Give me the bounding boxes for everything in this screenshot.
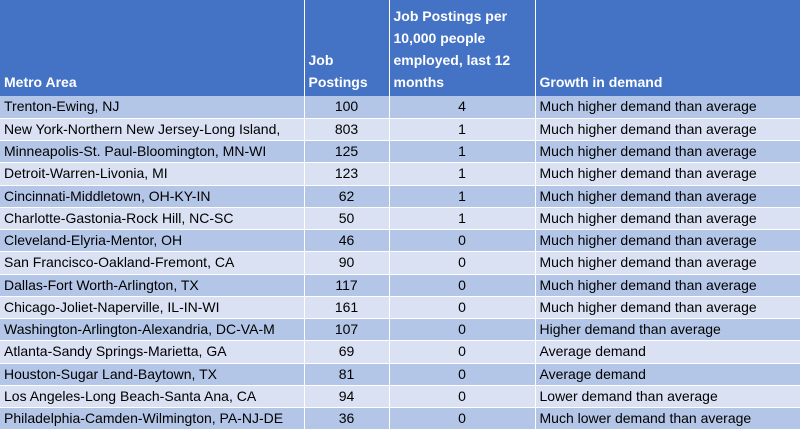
growth-in-demand-cell: Much higher demand than average — [535, 185, 800, 208]
growth-in-demand-cell: Higher demand than average — [535, 318, 800, 342]
growth-in-demand-cell: Average demand — [535, 363, 800, 386]
growth-in-demand-cell: Much higher demand than average — [535, 296, 800, 320]
job-postings-cell: 50 — [304, 207, 390, 231]
table-row: Dallas-Fort Worth-Arlington, TX 117 0 Much … — [0, 274, 800, 297]
table-row: Trenton-Ewing, NJ 100 4 Much higher demand … — [0, 96, 800, 119]
postings-per-10000-cell: 0 — [389, 251, 536, 275]
postings-per-10000-cell: 0 — [389, 296, 536, 320]
metro-area-cell: Philadelphia-Camden-Wilmington, PA-NJ-DE — [0, 407, 305, 430]
metro-area-cell: Chicago-Joliet-Naperville, IL-IN-WI — [0, 296, 305, 320]
postings-per-10000-cell: 4 — [389, 96, 536, 119]
header-postings-per-10000: Job Postings per 10,000 people employed,… — [389, 0, 536, 96]
job-postings-cell: 90 — [304, 251, 390, 275]
growth-in-demand-cell: Much higher demand than average — [535, 251, 800, 275]
growth-in-demand-cell: Much higher demand than average — [535, 118, 800, 142]
job-postings-cell: 69 — [304, 340, 390, 364]
postings-per-10000-cell: 1 — [389, 118, 536, 142]
job-postings-cell: 81 — [304, 363, 390, 386]
header-growth-in-demand: Growth in demand — [535, 0, 800, 96]
table-row: Detroit-Warren-Livonia, MI 123 1 Much highe… — [0, 162, 800, 186]
growth-in-demand-cell: Much higher demand than average — [535, 207, 800, 231]
job-postings-cell: 123 — [304, 162, 390, 186]
job-postings-cell: 62 — [304, 185, 390, 208]
table-row: Cincinnati-Middletown, OH-KY-IN 62 1 Much h… — [0, 185, 800, 208]
growth-in-demand-cell: Lower demand than average — [535, 385, 800, 409]
table-body: Trenton-Ewing, NJ 100 4 Much higher demand … — [0, 96, 800, 430]
growth-in-demand-cell: Much higher demand than average — [535, 96, 800, 119]
table-row: San Francisco-Oakland-Fremont, CA 90 0 Much… — [0, 251, 800, 275]
job-postings-cell: 46 — [304, 229, 390, 253]
table-row: Los Angeles-Long Beach-Santa Ana, CA 94 0 L… — [0, 385, 800, 409]
metro-area-cell: Charlotte-Gastonia-Rock Hill, NC-SC — [0, 207, 305, 231]
metro-area-cell: Detroit-Warren-Livonia, MI — [0, 162, 305, 186]
metro-area-cell: Minneapolis-St. Paul-Bloomington, MN-WI — [0, 140, 305, 164]
job-postings-cell: 803 — [304, 118, 390, 142]
table-row: Chicago-Joliet-Naperville, IL-IN-WI 161 0 M… — [0, 296, 800, 320]
metro-area-cell: New York-Northern New Jersey-Long Island… — [0, 118, 305, 142]
job-postings-cell: 94 — [304, 385, 390, 409]
metro-area-cell: Houston-Sugar Land-Baytown, TX — [0, 363, 305, 386]
job-postings-cell: 161 — [304, 296, 390, 320]
postings-per-10000-cell: 0 — [389, 318, 536, 342]
postings-per-10000-cell: 0 — [389, 340, 536, 364]
table-row: Washington-Arlington-Alexandria, DC-VA-M… — [0, 318, 800, 342]
table-row: Cleveland-Elyria-Mentor, OH 46 0 Much highe… — [0, 229, 800, 253]
job-postings-cell: 125 — [304, 140, 390, 164]
growth-in-demand-cell: Much higher demand than average — [535, 229, 800, 253]
header-job-postings: Job Postings — [304, 0, 390, 96]
table-row: Atlanta-Sandy Springs-Marietta, GA 69 0 Ave… — [0, 340, 800, 364]
job-postings-cell: 100 — [304, 96, 390, 119]
table-row: New York-Northern New Jersey-Long Island… — [0, 118, 800, 142]
table-row: Minneapolis-St. Paul-Bloomington, MN-WI 1… — [0, 140, 800, 164]
postings-per-10000-cell: 1 — [389, 185, 536, 208]
table-header: Metro Area Job Postings Job Postings per… — [0, 0, 800, 96]
table-row: Charlotte-Gastonia-Rock Hill, NC-SC 50 1 Mu… — [0, 207, 800, 231]
job-postings-cell: 107 — [304, 318, 390, 342]
postings-per-10000-cell: 0 — [389, 385, 536, 409]
postings-per-10000-cell: 0 — [389, 274, 536, 297]
metro-area-cell: Cleveland-Elyria-Mentor, OH — [0, 229, 305, 253]
growth-in-demand-cell: Much higher demand than average — [535, 274, 800, 297]
header-row: Metro Area Job Postings Job Postings per… — [0, 0, 800, 96]
metro-area-cell: Washington-Arlington-Alexandria, DC-VA-M — [0, 318, 305, 342]
growth-in-demand-cell: Much lower demand than average — [535, 407, 800, 430]
postings-per-10000-cell: 1 — [389, 140, 536, 164]
table-row: Houston-Sugar Land-Baytown, TX 81 0 Average… — [0, 363, 800, 386]
postings-per-10000-cell: 1 — [389, 162, 536, 186]
growth-in-demand-cell: Average demand — [535, 340, 800, 364]
table-row: Philadelphia-Camden-Wilmington, PA-NJ-DE… — [0, 407, 800, 430]
postings-per-10000-cell: 0 — [389, 363, 536, 386]
metro-area-cell: Cincinnati-Middletown, OH-KY-IN — [0, 185, 305, 208]
metro-area-cell: Dallas-Fort Worth-Arlington, TX — [0, 274, 305, 297]
metro-area-cell: Los Angeles-Long Beach-Santa Ana, CA — [0, 385, 305, 409]
job-postings-cell: 117 — [304, 274, 390, 297]
metro-area-cell: San Francisco-Oakland-Fremont, CA — [0, 251, 305, 275]
growth-in-demand-cell: Much higher demand than average — [535, 140, 800, 164]
postings-per-10000-cell: 0 — [389, 407, 536, 430]
growth-in-demand-cell: Much higher demand than average — [535, 162, 800, 186]
postings-per-10000-cell: 1 — [389, 207, 536, 231]
metro-area-cell: Atlanta-Sandy Springs-Marietta, GA — [0, 340, 305, 364]
metro-area-cell: Trenton-Ewing, NJ — [0, 96, 305, 119]
postings-per-10000-cell: 0 — [389, 229, 536, 253]
job-postings-cell: 36 — [304, 407, 390, 430]
header-metro-area: Metro Area — [0, 0, 305, 96]
